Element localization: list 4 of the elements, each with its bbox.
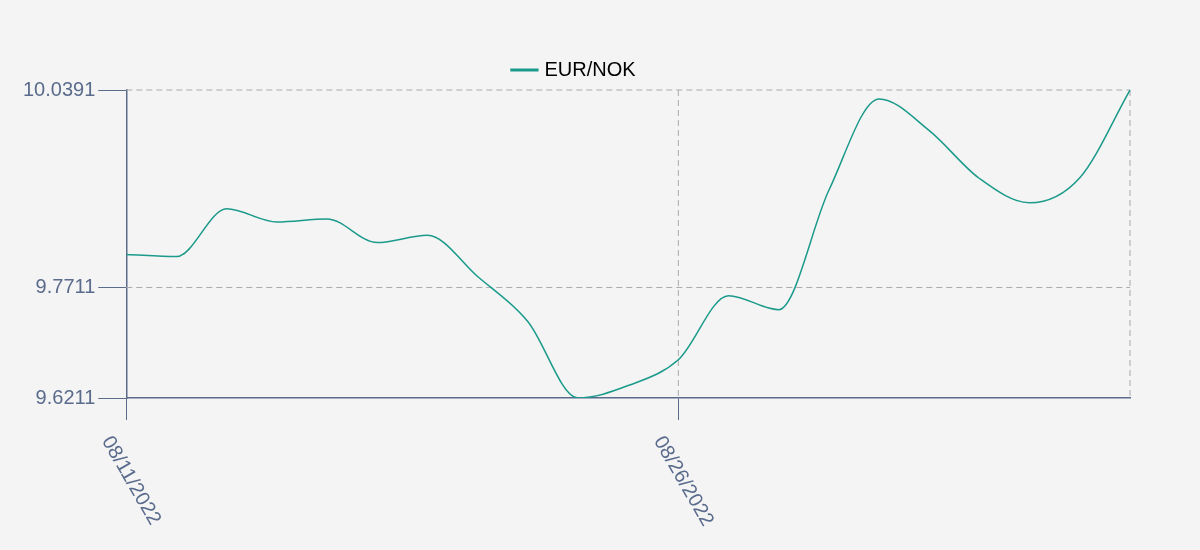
legend-label: EUR/NOK [544, 57, 637, 80]
y-tick-label: 10.0391 [23, 77, 96, 100]
y-tick-label: 9.6211 [35, 385, 96, 408]
y-tick-label: 9.7711 [35, 274, 96, 297]
